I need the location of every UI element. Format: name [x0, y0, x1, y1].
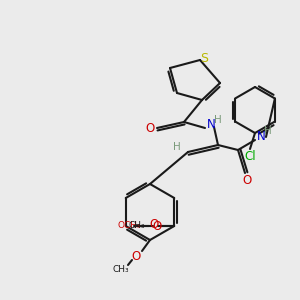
Text: S: S	[200, 52, 208, 64]
Text: OCH₃: OCH₃	[117, 220, 141, 230]
Text: O: O	[153, 220, 162, 232]
Text: O: O	[146, 122, 154, 134]
Text: CH₃: CH₃	[129, 221, 146, 230]
Text: H: H	[264, 126, 272, 136]
Text: O: O	[150, 218, 159, 232]
Text: CH₃: CH₃	[113, 266, 129, 274]
Text: H: H	[173, 142, 181, 152]
Text: N: N	[207, 118, 215, 131]
Text: H: H	[214, 115, 222, 125]
Text: O: O	[131, 250, 141, 262]
Text: N: N	[256, 130, 266, 142]
Text: Cl: Cl	[244, 151, 256, 164]
Text: O: O	[242, 173, 252, 187]
